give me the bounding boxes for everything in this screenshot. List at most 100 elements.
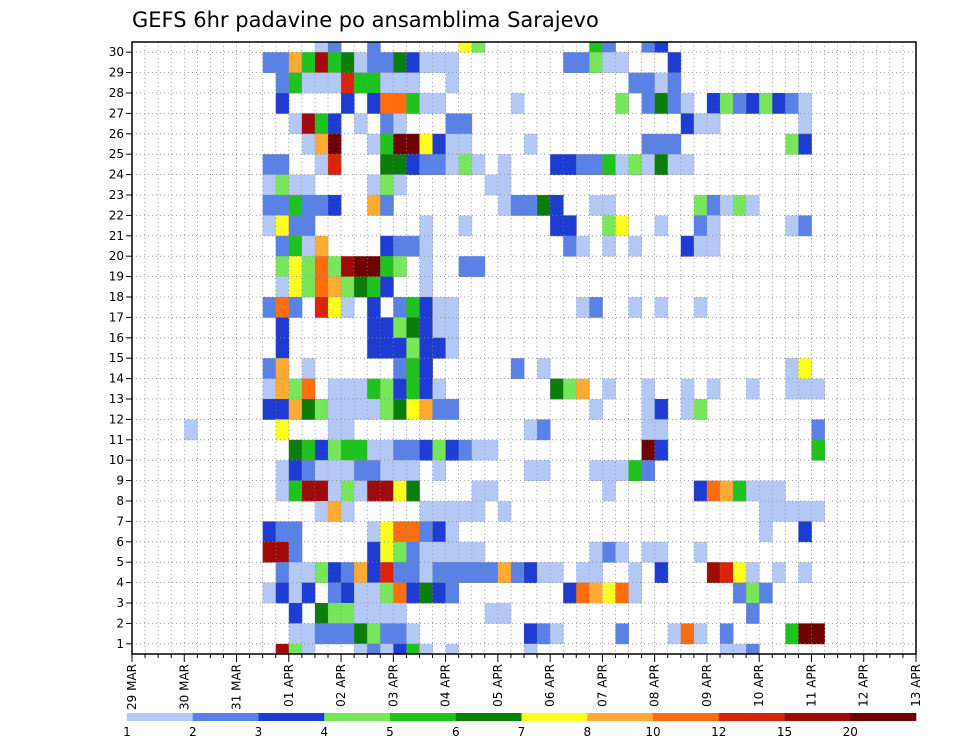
heatmap-cell [550, 154, 564, 175]
heatmap-cell [628, 154, 642, 175]
heatmap-cell [367, 297, 381, 318]
heatmap-cell [275, 72, 290, 94]
heatmap-cell [367, 317, 381, 339]
heatmap-cell [445, 52, 460, 73]
heatmap-cell [288, 174, 303, 196]
heatmap-cell [445, 439, 460, 461]
y-tick-label: 5 [116, 555, 124, 569]
heatmap-cell [615, 215, 629, 237]
heatmap-cell [419, 541, 433, 563]
heatmap-cell [288, 235, 303, 257]
heatmap-cell [432, 521, 446, 543]
heatmap-cell [693, 541, 708, 563]
heatmap-cell [406, 582, 420, 604]
heatmap-cell [367, 72, 381, 94]
heatmap-cell [341, 480, 355, 502]
heatmap-cell [288, 562, 303, 583]
heatmap-cell [393, 337, 407, 359]
heatmap-cell [367, 276, 381, 298]
heatmap-cell [524, 643, 538, 654]
x-tick-label: 10 APR [752, 664, 766, 707]
heatmap-cell [262, 582, 277, 604]
heatmap-cell [537, 623, 551, 645]
heatmap-cell [458, 541, 473, 563]
heatmap-cell [367, 460, 381, 481]
chart-title: GEFS 6hr padavine po ansamblima Sarajevo [132, 8, 599, 32]
heatmap-cell [733, 562, 747, 583]
heatmap-cell [380, 113, 394, 135]
heatmap-cell [288, 643, 303, 654]
heatmap-cell [432, 562, 446, 583]
heatmap-cells [184, 42, 825, 654]
heatmap-cell [341, 378, 355, 400]
y-tick-label: 17 [109, 310, 124, 324]
heatmap-cell [367, 521, 381, 543]
heatmap-cell [693, 113, 708, 135]
y-tick-label: 13 [109, 392, 124, 406]
y-tick-label: 18 [109, 290, 124, 304]
heatmap-cell [275, 480, 290, 502]
heatmap-cell [550, 215, 564, 237]
heatmap-cell [419, 562, 433, 583]
heatmap-cell [380, 643, 394, 654]
heatmap-cell [693, 480, 708, 502]
y-tick-label: 20 [109, 249, 124, 263]
heatmap-cell [484, 480, 499, 502]
heatmap-cell [275, 215, 290, 237]
colorbar-swatch [718, 713, 785, 721]
heatmap-cell [380, 541, 394, 563]
heatmap-cell [328, 297, 342, 318]
heatmap-cell [537, 460, 551, 481]
y-tick-label: 27 [109, 106, 124, 120]
heatmap-cell [693, 297, 708, 318]
heatmap-cell [419, 378, 433, 400]
heatmap-cell [432, 52, 446, 73]
heatmap-cell [393, 399, 407, 420]
heatmap-cell [354, 52, 368, 73]
heatmap-cell [667, 72, 682, 94]
heatmap-cell [706, 480, 721, 502]
heatmap-cell [484, 174, 499, 196]
heatmap-cell [641, 399, 656, 420]
heatmap-cell [380, 195, 394, 216]
heatmap-cell [641, 154, 656, 175]
heatmap-cell [301, 174, 316, 196]
heatmap-cell [393, 133, 407, 155]
x-tick-label: 29 MAR [125, 664, 139, 710]
heatmap-cell [393, 460, 407, 481]
heatmap-cell [641, 378, 656, 400]
heatmap-cell [602, 154, 616, 175]
heatmap-cell [458, 439, 473, 461]
heatmap-cell [354, 643, 368, 654]
heatmap-cell [445, 643, 460, 654]
heatmap-cell [589, 195, 603, 216]
heatmap-cell [275, 378, 290, 400]
heatmap-cell [641, 93, 656, 114]
heatmap-cell [380, 439, 394, 461]
heatmap-cell [380, 154, 394, 175]
heatmap-cell [563, 235, 577, 257]
heatmap-cell [328, 195, 342, 216]
heatmap-cell [720, 195, 734, 216]
heatmap-cell [550, 623, 564, 645]
heatmap-cell [628, 460, 642, 481]
heatmap-cell [576, 52, 590, 73]
heatmap-cell [759, 501, 773, 522]
heatmap-cell [445, 501, 460, 522]
heatmap-cell [262, 358, 277, 379]
heatmap-cell [328, 42, 342, 53]
heatmap-cell [733, 93, 747, 114]
heatmap-cell [458, 133, 473, 155]
heatmap-cell [798, 562, 812, 583]
heatmap-cell [419, 317, 433, 339]
heatmap-cell [367, 582, 381, 604]
grid-lines [132, 42, 916, 654]
heatmap-cell [288, 541, 303, 563]
heatmap-cell [445, 317, 460, 339]
heatmap-cell [406, 562, 420, 583]
heatmap-cell [576, 582, 590, 604]
heatmap-cell [301, 460, 316, 481]
heatmap-cell [798, 501, 812, 522]
heatmap-cell [367, 42, 381, 53]
